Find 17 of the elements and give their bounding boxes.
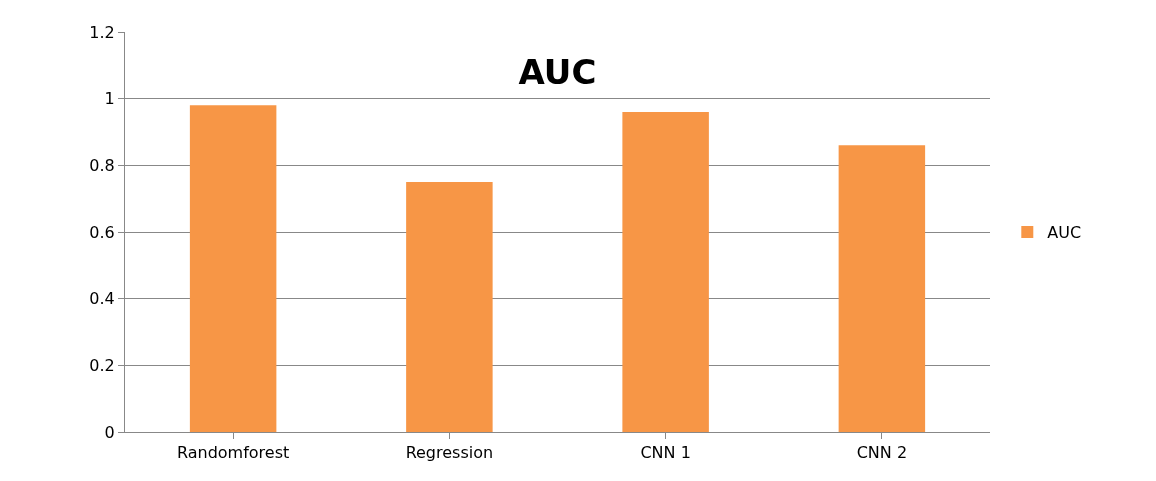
y-tick-label: 0.2 [89,355,115,375]
bar [406,182,493,432]
x-tick-label: Regression [405,443,494,463]
y-tick-label: 1 [104,89,115,109]
legend-label: AUC [1047,223,1082,243]
y-tick-label: 0 [104,422,115,442]
x-tick-label: CNN 2 [856,443,908,463]
text: AUC [518,51,597,92]
bar [189,105,277,432]
x-tick-label: CNN 1 [640,443,691,463]
y-tick-label: 0.6 [89,222,115,242]
y-tick-label: 0.8 [89,155,115,175]
x-tick-label: Randomforest [176,443,290,463]
y-tick-label: 0.4 [89,289,115,309]
bar [622,112,709,432]
y-tick-label: 1.2 [89,22,115,42]
bar [838,145,926,432]
